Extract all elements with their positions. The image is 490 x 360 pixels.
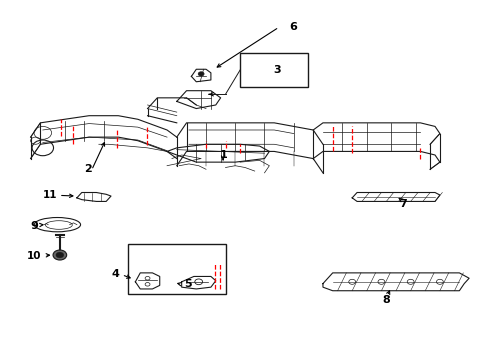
Text: 2: 2 (84, 163, 92, 174)
Text: 8: 8 (382, 295, 390, 305)
Circle shape (56, 252, 64, 258)
Text: 1: 1 (219, 150, 227, 160)
Circle shape (198, 72, 204, 76)
Text: 3: 3 (273, 65, 280, 75)
Text: 10: 10 (27, 251, 42, 261)
Text: 11: 11 (43, 190, 57, 201)
Text: 7: 7 (399, 199, 407, 209)
Circle shape (53, 250, 67, 260)
Text: 5: 5 (184, 279, 192, 289)
Text: 9: 9 (30, 221, 38, 231)
Text: 6: 6 (289, 22, 296, 32)
Text: 4: 4 (112, 269, 120, 279)
